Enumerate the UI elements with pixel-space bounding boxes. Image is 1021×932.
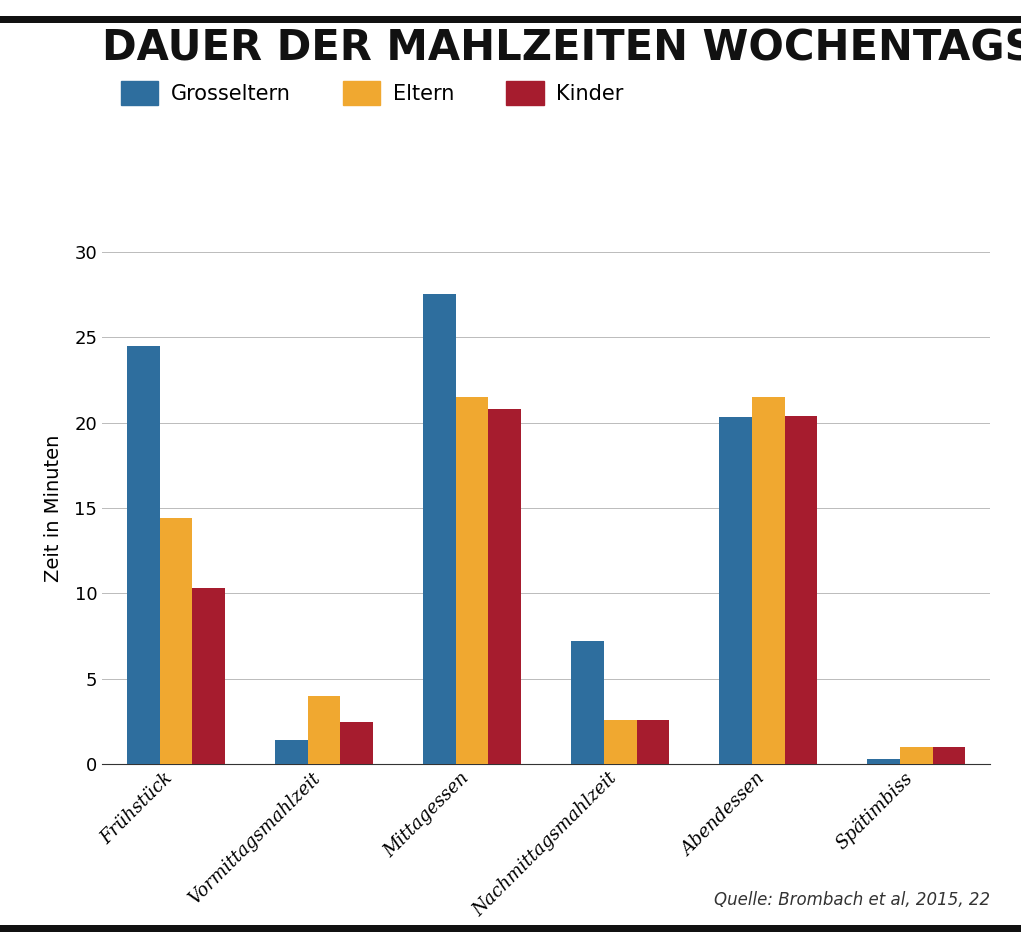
Text: Quelle: Brombach et al, 2015, 22: Quelle: Brombach et al, 2015, 22 — [715, 891, 990, 909]
Bar — [636, 720, 669, 764]
Bar — [340, 721, 373, 764]
Bar — [160, 518, 192, 764]
Bar — [784, 416, 817, 764]
Bar — [932, 747, 965, 764]
Bar — [308, 696, 340, 764]
Bar — [456, 397, 488, 764]
Bar — [128, 346, 160, 764]
Bar — [424, 295, 456, 764]
Text: DAUER DER MAHLZEITEN WOCHENTAGS: DAUER DER MAHLZEITEN WOCHENTAGS — [102, 28, 1021, 70]
Bar — [192, 588, 225, 764]
Y-axis label: Zeit in Minuten: Zeit in Minuten — [44, 434, 63, 582]
Legend: Grosseltern, Eltern, Kinder: Grosseltern, Eltern, Kinder — [112, 73, 632, 113]
Bar — [752, 397, 784, 764]
Bar — [901, 747, 932, 764]
Bar — [604, 720, 636, 764]
Bar — [868, 759, 901, 764]
Bar — [488, 409, 521, 764]
Bar — [572, 641, 604, 764]
Bar — [276, 740, 308, 764]
Bar — [720, 418, 752, 764]
